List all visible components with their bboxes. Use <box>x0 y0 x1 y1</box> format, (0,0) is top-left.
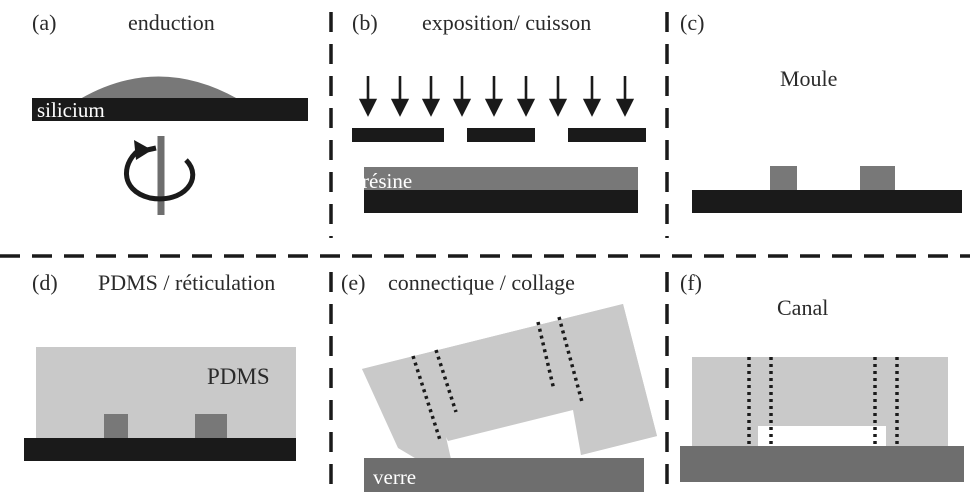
panel-f: (f) Canal <box>680 270 964 482</box>
panel-b-letter: (b) <box>352 10 378 35</box>
inlet-holes-f <box>747 357 899 446</box>
photomask <box>352 128 646 142</box>
pdms-chip-tilted-main <box>362 304 657 480</box>
uv-arrows <box>358 76 635 117</box>
panel-d: (d) PDMS / réticulation PDMS <box>24 270 296 461</box>
mold-feature-d-left <box>104 414 128 438</box>
panel-e-title: connectique / collage <box>388 270 575 295</box>
panel-f-title: Canal <box>777 295 828 320</box>
silicon-label: silicium <box>37 98 105 122</box>
pdms-label: PDMS <box>207 364 270 389</box>
resin-droplet <box>80 76 238 99</box>
panel-e: (e) connectique / collage verre <box>341 270 657 492</box>
panel-dividers <box>0 12 970 488</box>
resin-layer <box>364 167 638 190</box>
substrate-b <box>364 190 638 213</box>
glass-slide-f <box>680 446 964 482</box>
silicon-wafer <box>32 98 308 121</box>
microchannel <box>758 426 886 446</box>
panel-c: (c) Moule <box>680 10 962 213</box>
substrate-d <box>24 438 296 461</box>
panel-d-title: PDMS / réticulation <box>98 270 275 295</box>
panel-f-letter: (f) <box>680 270 702 295</box>
resin-label: résine <box>362 169 412 193</box>
mold-feature-d-right <box>195 414 227 438</box>
panel-c-title: Moule <box>780 66 837 91</box>
panel-b: (b) exposition/ cuisson résine <box>352 10 646 213</box>
panel-a: (a) enduction silicium <box>32 10 308 215</box>
panel-a-letter: (a) <box>32 10 56 35</box>
panel-d-letter: (d) <box>32 270 58 295</box>
panel-e-letter: (e) <box>341 270 365 295</box>
panel-c-letter: (c) <box>680 10 704 35</box>
glass-label: verre <box>373 465 416 489</box>
panel-a-title: enduction <box>128 10 215 35</box>
spin-rotation-icon <box>124 136 196 215</box>
panel-b-title: exposition/ cuisson <box>422 10 591 35</box>
inlet-holes-e <box>411 316 584 441</box>
glass-slide <box>364 458 644 492</box>
mold-feature-left <box>770 166 797 190</box>
mold-feature-right <box>860 166 895 190</box>
pdms-block <box>36 347 296 438</box>
mold-substrate <box>692 190 962 213</box>
